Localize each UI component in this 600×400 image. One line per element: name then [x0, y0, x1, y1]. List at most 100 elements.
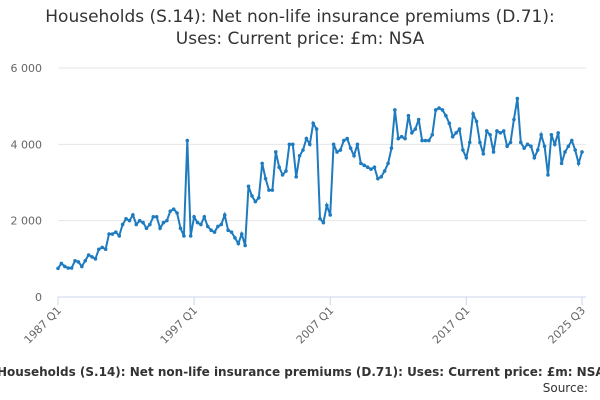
point [270, 188, 275, 192]
point [413, 127, 418, 131]
point [484, 129, 489, 133]
point [273, 150, 278, 154]
point [525, 142, 530, 147]
point [277, 165, 281, 170]
point [552, 142, 557, 147]
point [325, 203, 329, 208]
point [294, 174, 298, 179]
point [192, 215, 196, 219]
point [202, 215, 207, 219]
point [120, 222, 125, 227]
point [110, 232, 115, 236]
point [444, 113, 448, 118]
point [219, 222, 224, 227]
point [345, 136, 350, 141]
point [430, 132, 435, 137]
point [359, 161, 363, 166]
point [188, 234, 193, 238]
x-tick-label: 2025 Q3 [546, 304, 589, 347]
point [199, 222, 203, 227]
point [100, 245, 105, 250]
point [127, 218, 132, 223]
y-tick-label: 0 [35, 291, 42, 304]
point [508, 140, 513, 145]
point [158, 226, 162, 231]
point [569, 138, 574, 143]
point [165, 218, 169, 223]
point [423, 138, 428, 143]
point [236, 241, 241, 246]
point [389, 146, 394, 150]
point [314, 127, 319, 131]
point [260, 161, 264, 166]
point [114, 230, 118, 234]
point [529, 144, 533, 149]
point [233, 236, 237, 240]
chart-title: Households (S.14): Net non-life insuranc… [45, 7, 555, 49]
point [117, 234, 122, 238]
point [539, 132, 543, 137]
point [348, 146, 353, 150]
point [420, 138, 424, 143]
point [134, 222, 139, 227]
point [151, 215, 156, 219]
point [66, 266, 71, 270]
point [338, 148, 343, 152]
point [280, 173, 285, 177]
point [379, 174, 384, 179]
point [131, 213, 135, 217]
point [76, 260, 81, 264]
point [256, 195, 261, 200]
point [399, 134, 404, 139]
point [505, 144, 509, 149]
point [427, 138, 431, 143]
point [372, 165, 377, 170]
point [556, 131, 560, 135]
point [205, 224, 210, 229]
point [501, 129, 506, 133]
point [222, 213, 227, 217]
point [93, 257, 98, 261]
point [512, 117, 516, 122]
point [246, 184, 251, 189]
point [535, 148, 540, 152]
point [175, 211, 179, 215]
point [437, 106, 441, 110]
point [522, 146, 526, 150]
point [563, 150, 567, 154]
point [86, 253, 91, 257]
point [161, 220, 166, 225]
point [362, 163, 367, 168]
point [137, 218, 142, 223]
caption: Households (S.14): Net non-life insuranc… [0, 365, 600, 379]
point [376, 176, 380, 181]
point [474, 119, 479, 124]
point [335, 150, 339, 154]
point [97, 247, 101, 252]
x-tick-label: 2007 Q1 [294, 304, 337, 347]
point [454, 131, 458, 135]
point [416, 117, 421, 122]
point [69, 266, 74, 270]
point [515, 96, 520, 101]
point [73, 258, 77, 263]
point [559, 161, 564, 166]
point [83, 258, 88, 263]
point [518, 140, 523, 145]
point [216, 224, 220, 229]
point [433, 108, 438, 112]
point [491, 150, 496, 154]
point [467, 140, 472, 145]
point [63, 264, 67, 269]
point [464, 155, 469, 160]
point [263, 176, 268, 181]
point [148, 222, 152, 227]
point [393, 108, 397, 112]
point [549, 132, 554, 137]
point [253, 199, 258, 204]
point [396, 136, 401, 141]
point [542, 144, 547, 149]
point [144, 226, 149, 231]
